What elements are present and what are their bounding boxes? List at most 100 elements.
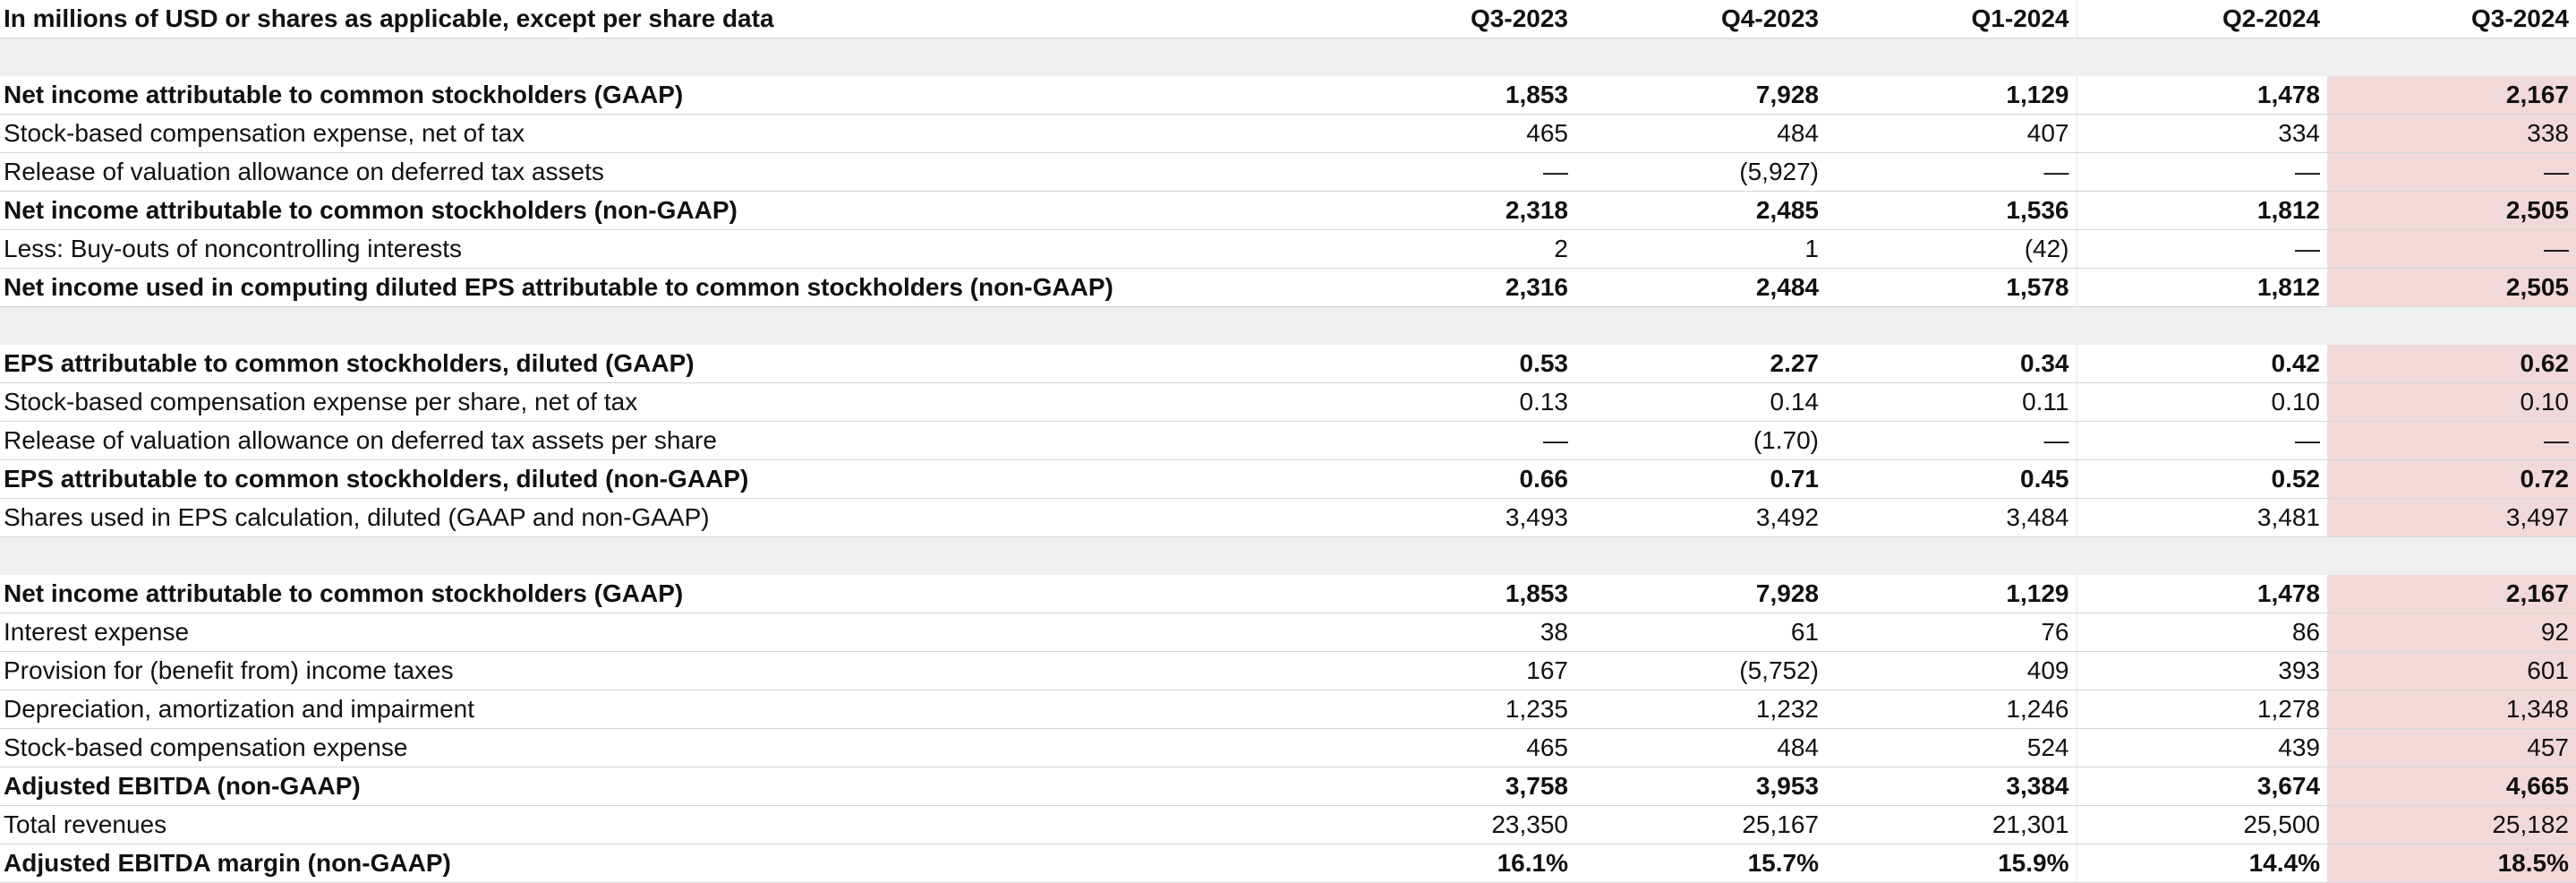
table-body: Net income attributable to common stockh… (0, 38, 2576, 883)
value-cell-q3-2024: 25,182 (2327, 805, 2576, 844)
table-row: Less: Buy-outs of noncontrolling interes… (0, 229, 2576, 269)
value-cell-q4-2023: (5,927) (1575, 152, 1826, 192)
table-row: Stock-based compensation expense per sha… (0, 382, 2576, 422)
value-cell-q4-2023: 0.14 (1575, 382, 1826, 422)
table-row: Depreciation, amortization and impairmen… (0, 690, 2576, 729)
section-divider (0, 536, 2576, 575)
value-cell-q4-2023: 2,484 (1575, 268, 1826, 307)
table-row: Provision for (benefit from) income taxe… (0, 651, 2576, 690)
value-cell-q1-2024: — (1826, 421, 2077, 460)
value-cell-q2-2024: 334 (2077, 114, 2327, 153)
header-units-label: In millions of USD or shares as applicab… (0, 0, 1325, 39)
section-divider-cell (0, 536, 2576, 575)
value-cell-q3-2024: 338 (2327, 114, 2576, 153)
value-cell-q2-2024: 0.52 (2077, 459, 2327, 499)
value-cell-q1-2024: 524 (1826, 728, 2077, 767)
value-cell-q4-2023: 1,232 (1575, 690, 1826, 729)
value-cell-q2-2024: 25,500 (2077, 805, 2327, 844)
section-divider-cell (0, 38, 2576, 76)
value-cell-q1-2024: 1,129 (1826, 575, 2077, 613)
value-cell-q2-2024: 3,674 (2077, 767, 2327, 806)
row-label: Interest expense (0, 613, 1325, 652)
value-cell-q3-2023: 3,758 (1325, 767, 1575, 806)
value-cell-q4-2023: 61 (1575, 613, 1826, 652)
value-cell-q2-2024: 1,478 (2077, 575, 2327, 613)
value-cell-q1-2024: 407 (1826, 114, 2077, 153)
value-cell-q4-2023: 3,953 (1575, 767, 1826, 806)
value-cell-q3-2023: 2,316 (1325, 268, 1575, 307)
value-cell-q3-2024: 4,665 (2327, 767, 2576, 806)
value-cell-q2-2024: — (2077, 421, 2327, 460)
value-cell-q3-2023: — (1325, 152, 1575, 192)
value-cell-q2-2024: 14.4% (2077, 844, 2327, 883)
value-cell-q3-2023: 16.1% (1325, 844, 1575, 883)
value-cell-q3-2024: 92 (2327, 613, 2576, 652)
value-cell-q4-2023: 0.71 (1575, 459, 1826, 499)
value-cell-q2-2024: 439 (2077, 728, 2327, 767)
value-cell-q4-2023: 1 (1575, 229, 1826, 269)
table-row: Adjusted EBITDA (non-GAAP) 3,758 3,953 3,38… (0, 767, 2576, 806)
value-cell-q3-2024: 1,348 (2327, 690, 2576, 729)
value-cell-q3-2023: 1,853 (1325, 575, 1575, 613)
value-cell-q4-2023: (5,752) (1575, 651, 1826, 690)
row-label: Stock-based compensation expense (0, 728, 1325, 767)
column-header-q4-2023: Q4-2023 (1575, 0, 1826, 39)
value-cell-q3-2023: 0.66 (1325, 459, 1575, 499)
value-cell-q3-2023: 2,318 (1325, 191, 1575, 230)
value-cell-q2-2024: 86 (2077, 613, 2327, 652)
value-cell-q3-2023: 0.13 (1325, 382, 1575, 422)
value-cell-q1-2024: 0.11 (1826, 382, 2077, 422)
table-row: EPS attributable to common stockholders,… (0, 459, 2576, 499)
section-divider (0, 306, 2576, 345)
row-label: EPS attributable to common stockholders,… (0, 459, 1325, 499)
row-label: Net income attributable to common stockh… (0, 191, 1325, 230)
value-cell-q1-2024: 1,536 (1826, 191, 2077, 230)
section-divider-cell (0, 306, 2576, 345)
column-header-q3-2024: Q3-2024 (2327, 0, 2576, 39)
column-header-q1-2024: Q1-2024 (1826, 0, 2077, 39)
value-cell-q1-2024: — (1826, 152, 2077, 192)
value-cell-q4-2023: 2,485 (1575, 191, 1826, 230)
value-cell-q4-2023: 15.7% (1575, 844, 1826, 883)
value-cell-q3-2023: 1,853 (1325, 76, 1575, 115)
value-cell-q1-2024: 21,301 (1826, 805, 2077, 844)
value-cell-q4-2023: 7,928 (1575, 76, 1826, 115)
value-cell-q2-2024: 393 (2077, 651, 2327, 690)
value-cell-q1-2024: 0.34 (1826, 345, 2077, 383)
value-cell-q3-2023: — (1325, 421, 1575, 460)
table-row: Release of valuation allowance on deferr… (0, 421, 2576, 460)
column-header-q3-2023: Q3-2023 (1325, 0, 1575, 39)
value-cell-q2-2024: 1,478 (2077, 76, 2327, 115)
value-cell-q4-2023: 2.27 (1575, 345, 1826, 383)
value-cell-q3-2023: 3,493 (1325, 498, 1575, 537)
value-cell-q2-2024: 0.10 (2077, 382, 2327, 422)
row-label: Net income attributable to common stockh… (0, 76, 1325, 115)
value-cell-q3-2024: 601 (2327, 651, 2576, 690)
value-cell-q3-2024: 0.62 (2327, 345, 2576, 383)
header-row: In millions of USD or shares as applicab… (0, 0, 2576, 39)
table-row: EPS attributable to common stockholders,… (0, 345, 2576, 383)
table-row: Net income attributable to common stockh… (0, 191, 2576, 230)
row-label: Less: Buy-outs of noncontrolling interes… (0, 229, 1325, 269)
value-cell-q1-2024: 1,129 (1826, 76, 2077, 115)
table-row: Net income attributable to common stockh… (0, 575, 2576, 613)
value-cell-q2-2024: 1,812 (2077, 191, 2327, 230)
value-cell-q3-2023: 38 (1325, 613, 1575, 652)
value-cell-q4-2023: 7,928 (1575, 575, 1826, 613)
table-row: Shares used in EPS calculation, diluted … (0, 498, 2576, 537)
row-label: Release of valuation allowance on deferr… (0, 421, 1325, 460)
value-cell-q4-2023: (1.70) (1575, 421, 1826, 460)
row-label: Adjusted EBITDA (non-GAAP) (0, 767, 1325, 806)
value-cell-q3-2023: 2 (1325, 229, 1575, 269)
row-label: Provision for (benefit from) income taxe… (0, 651, 1325, 690)
value-cell-q3-2023: 465 (1325, 728, 1575, 767)
value-cell-q3-2024: 2,505 (2327, 268, 2576, 307)
table-row: Net income attributable to common stockh… (0, 76, 2576, 115)
row-label: Depreciation, amortization and impairmen… (0, 690, 1325, 729)
value-cell-q3-2023: 1,235 (1325, 690, 1575, 729)
value-cell-q3-2024: — (2327, 152, 2576, 192)
value-cell-q2-2024: 3,481 (2077, 498, 2327, 537)
table-row: Adjusted EBITDA margin (non-GAAP) 16.1% 15… (0, 844, 2576, 883)
value-cell-q3-2023: 23,350 (1325, 805, 1575, 844)
